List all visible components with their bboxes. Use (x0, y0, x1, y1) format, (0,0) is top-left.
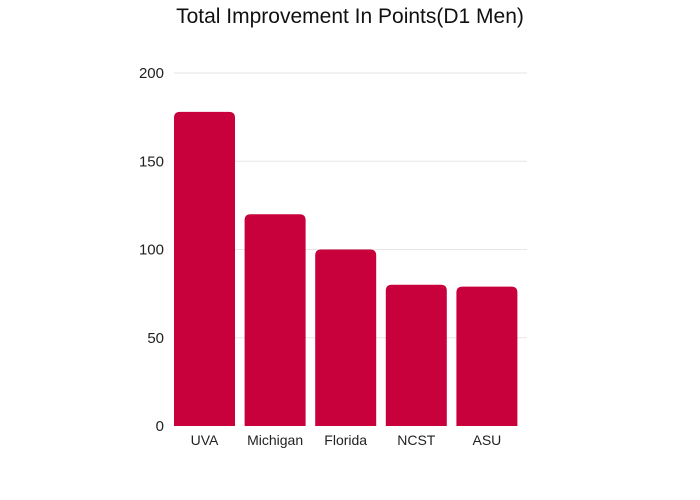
y-tick-label: 100 (139, 242, 164, 259)
y-tick-label: 200 (139, 65, 164, 82)
x-tick-label: ASU (473, 432, 502, 448)
bar-asu (456, 286, 518, 426)
x-tick-label: Florida (324, 432, 367, 448)
bar-florida (315, 249, 377, 426)
chart-title: Total Improvement In Points(D1 Men) (176, 5, 524, 28)
y-tick-label: 150 (139, 153, 164, 170)
x-tick-label: Michigan (247, 432, 303, 448)
bar-ncst (385, 284, 447, 426)
x-tick-label: UVA (191, 432, 219, 448)
x-tick-label: NCST (397, 432, 436, 448)
bar-michigan (244, 214, 306, 426)
y-tick-label: 50 (147, 330, 164, 347)
y-tick-label: 0 (156, 418, 164, 435)
bar-uva (174, 111, 235, 426)
